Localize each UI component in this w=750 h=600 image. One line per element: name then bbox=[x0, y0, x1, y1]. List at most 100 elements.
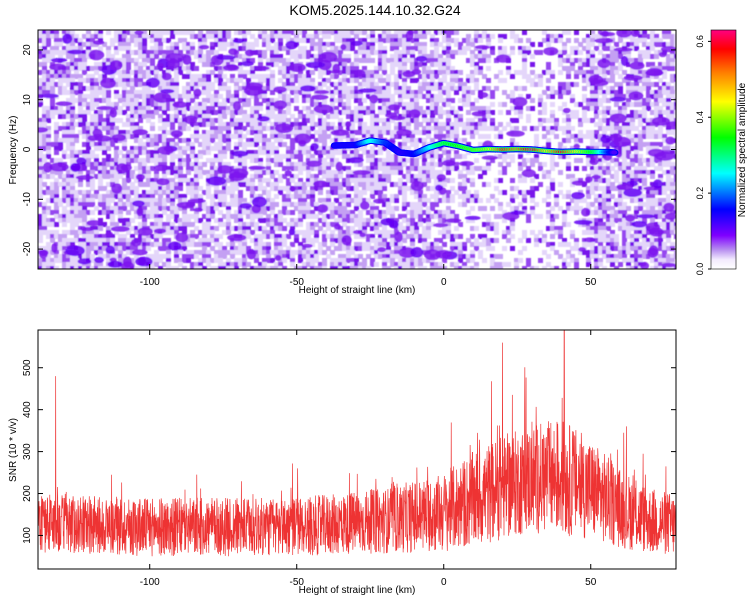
heatmap-cell bbox=[298, 130, 303, 135]
heatmap-cell bbox=[594, 86, 599, 91]
heatmap-cell bbox=[386, 166, 391, 171]
heatmap-cell bbox=[54, 50, 59, 55]
heatmap-cell bbox=[42, 70, 47, 75]
heatmap-cell bbox=[118, 70, 123, 75]
heatmap-cell bbox=[354, 154, 359, 159]
heatmap-cell bbox=[466, 190, 471, 195]
heatmap-cell bbox=[46, 186, 51, 191]
heatmap-cell bbox=[346, 66, 351, 71]
heatmap-cell bbox=[438, 106, 443, 111]
heatmap-cell bbox=[414, 78, 419, 83]
heatmap-cell bbox=[358, 98, 363, 103]
heatmap-cell bbox=[270, 38, 275, 43]
heatmap-cell bbox=[334, 98, 339, 103]
heatmap-cell bbox=[254, 94, 259, 99]
heatmap-cell bbox=[270, 126, 275, 131]
heatmap-cell bbox=[206, 90, 211, 95]
heatmap-cell bbox=[122, 82, 127, 87]
heatmap-cell bbox=[370, 178, 375, 183]
heatmap-cell bbox=[422, 82, 427, 87]
heatmap-cell bbox=[238, 210, 243, 215]
heatmap-cell bbox=[142, 150, 147, 155]
heatmap-cell bbox=[242, 94, 247, 99]
heatmap-cell bbox=[118, 174, 123, 179]
heatmap-cell bbox=[622, 102, 627, 107]
heatmap-cell bbox=[378, 158, 383, 163]
heatmap-cell bbox=[134, 70, 139, 75]
heatmap-cell bbox=[450, 70, 455, 75]
heatmap-cell bbox=[242, 178, 247, 183]
heatmap-cell bbox=[162, 86, 167, 91]
heatmap-cell bbox=[194, 82, 199, 87]
heatmap-cell bbox=[54, 210, 59, 215]
heatmap-cell bbox=[238, 158, 243, 163]
heatmap-cell bbox=[514, 126, 519, 131]
heatmap-cell bbox=[126, 150, 131, 155]
heatmap-cell bbox=[318, 146, 323, 151]
heatmap-cell bbox=[374, 158, 379, 163]
heatmap-cell bbox=[342, 178, 347, 183]
heatmap-cell bbox=[638, 122, 643, 127]
heatmap-cell bbox=[522, 206, 527, 211]
heatmap-cell bbox=[494, 186, 499, 191]
heatmap-cell bbox=[402, 174, 407, 179]
heatmap-cell bbox=[158, 30, 163, 35]
heatmap-cell bbox=[594, 182, 599, 187]
heatmap-cell bbox=[102, 90, 107, 95]
heatmap-cell bbox=[518, 166, 523, 171]
heatmap-cell bbox=[102, 158, 107, 163]
heatmap-cell bbox=[234, 118, 239, 123]
heatmap-cell bbox=[222, 42, 227, 47]
heatmap-cell bbox=[134, 34, 139, 39]
heatmap-cell bbox=[90, 202, 95, 207]
heatmap-cell bbox=[442, 46, 447, 51]
heatmap-cell bbox=[462, 126, 467, 131]
heatmap-cell bbox=[498, 154, 503, 159]
heatmap-cell bbox=[598, 206, 603, 211]
heatmap-cell bbox=[434, 194, 439, 199]
heatmap-cell bbox=[270, 130, 275, 135]
heatmap-cell bbox=[198, 162, 203, 167]
heatmap-cell bbox=[522, 190, 527, 195]
heatmap-cell bbox=[426, 130, 431, 135]
heatmap-cell bbox=[158, 78, 163, 83]
heatmap-cell bbox=[606, 54, 611, 59]
heatmap-cell bbox=[106, 170, 111, 175]
heatmap-cell bbox=[130, 190, 135, 195]
heatmap-cell bbox=[158, 202, 163, 207]
heatmap-cell bbox=[170, 118, 175, 123]
heatmap-cell bbox=[614, 202, 619, 207]
heatmap-cell bbox=[598, 178, 603, 183]
heatmap-cell bbox=[486, 166, 491, 171]
heatmap-cell bbox=[462, 130, 467, 135]
heatmap-cell bbox=[298, 206, 303, 211]
heatmap-cell bbox=[674, 34, 676, 39]
heatmap-cell bbox=[234, 42, 239, 47]
heatmap-cell bbox=[566, 38, 571, 43]
heatmap-cell bbox=[614, 214, 619, 219]
heatmap-cell bbox=[294, 202, 299, 207]
heatmap-cell bbox=[510, 118, 515, 123]
heatmap-cell bbox=[438, 66, 443, 71]
heatmap-cell bbox=[258, 58, 263, 63]
heatmap-cell bbox=[154, 110, 159, 115]
heatmap-cell bbox=[334, 114, 339, 119]
heatmap-cell bbox=[634, 206, 639, 211]
heatmap-cell bbox=[314, 122, 319, 127]
heatmap-cell bbox=[46, 142, 51, 147]
heatmap-cell bbox=[286, 202, 291, 207]
heatmap-cell bbox=[290, 178, 295, 183]
heatmap-cell bbox=[262, 54, 267, 59]
heatmap-cell bbox=[78, 54, 83, 59]
heatmap-cell bbox=[622, 162, 627, 167]
heatmap-cell bbox=[74, 134, 79, 139]
heatmap-cell bbox=[586, 158, 591, 163]
heatmap-cell bbox=[338, 138, 343, 143]
heatmap-cell bbox=[290, 82, 295, 87]
heatmap-cell bbox=[126, 198, 131, 203]
heatmap-cell bbox=[582, 198, 587, 203]
heatmap-cell bbox=[194, 214, 199, 219]
heatmap-cell bbox=[142, 218, 147, 223]
heatmap-cell bbox=[518, 106, 523, 111]
heatmap-cell bbox=[498, 102, 503, 107]
